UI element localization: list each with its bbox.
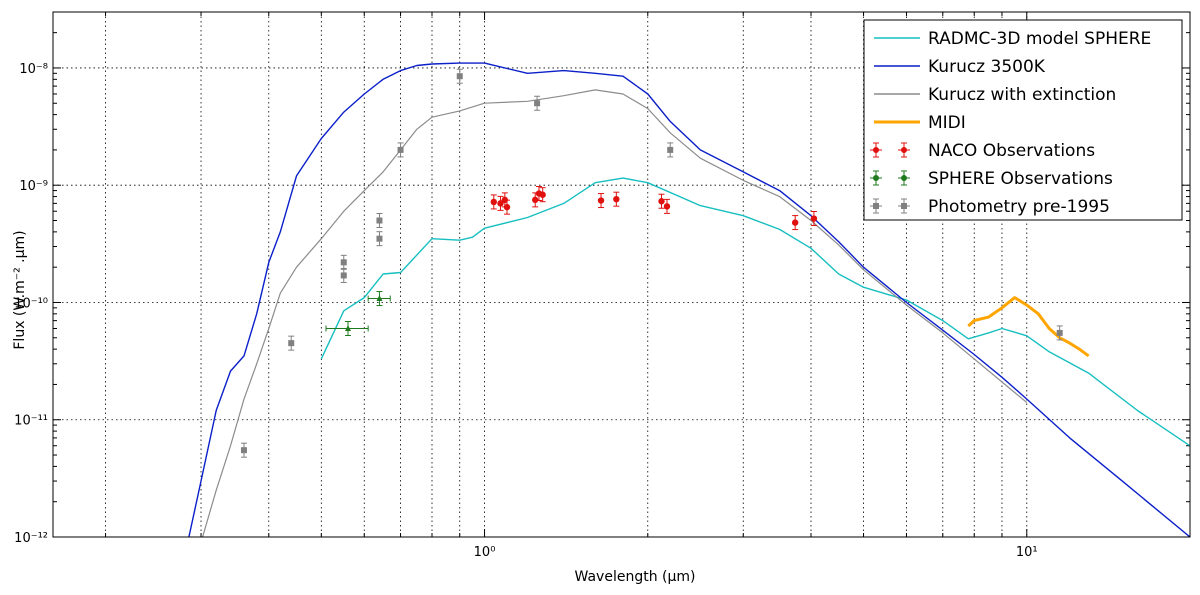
- data-point: [658, 198, 665, 205]
- legend-label: MIDI: [928, 113, 966, 133]
- x-tick-label: 10¹: [1016, 545, 1038, 560]
- series-line: [188, 62, 1190, 537]
- data-point: [376, 217, 383, 224]
- legend-marker: [901, 203, 907, 209]
- data-point: [810, 215, 818, 222]
- series-line: [320, 177, 1190, 447]
- legend-label: Kurucz with extinction: [928, 85, 1116, 105]
- y-axis: 10⁻¹² 10⁻¹¹ 10⁻¹⁰ 10⁻⁹ 10⁻⁸: [14, 62, 48, 546]
- legend-label: NACO Observations: [928, 141, 1095, 161]
- data-point: [340, 259, 347, 266]
- data-point: [240, 447, 247, 454]
- series-6: [240, 68, 1063, 458]
- data-point: [340, 272, 347, 279]
- x-axis-label: Wavelength (μm): [575, 569, 696, 585]
- grid: [53, 12, 1190, 537]
- series-2: [201, 89, 1028, 537]
- series-line: [201, 89, 1028, 537]
- data-point: [503, 203, 511, 211]
- data-point: [497, 200, 504, 207]
- legend-label: RADMC-3D model SPHERE: [928, 29, 1151, 49]
- legend-marker: [873, 175, 879, 181]
- data-point: [376, 295, 383, 302]
- legend-item: RADMC-3D model SPHERE: [874, 29, 1151, 49]
- x-axis: 10⁰ 10¹: [474, 545, 1038, 560]
- y-tick-label: 10⁻¹⁰: [14, 296, 48, 311]
- legend-label: SPHERE Observations: [928, 169, 1113, 189]
- series-4: [490, 185, 818, 231]
- series-layer: [188, 62, 1190, 537]
- legend-label: Photometry pre-1995: [928, 197, 1110, 217]
- legend-marker: [901, 147, 907, 153]
- data-point: [397, 146, 404, 153]
- legend-item: Kurucz with extinction: [874, 85, 1116, 105]
- legend-item: SPHERE Observations: [870, 169, 1113, 189]
- legend-item: Kurucz 3500K: [874, 57, 1046, 77]
- data-point: [791, 219, 799, 226]
- legend-box: [863, 19, 1183, 221]
- data-point: [597, 197, 605, 204]
- y-tick-label: 10⁻⁹: [19, 179, 48, 194]
- data-point: [288, 340, 295, 347]
- data-point: [345, 324, 352, 331]
- legend-item: MIDI: [874, 113, 966, 133]
- series-3: [967, 296, 1090, 358]
- data-point: [534, 100, 541, 107]
- plot-frame: [52, 11, 1191, 538]
- legend-marker: [901, 175, 907, 181]
- y-tick-label: 10⁻⁸: [19, 62, 48, 77]
- data-point: [539, 191, 546, 198]
- data-point: [667, 146, 674, 153]
- legend-marker: [873, 203, 879, 209]
- data-point: [456, 73, 463, 80]
- data-point: [613, 195, 620, 203]
- legend: RADMC-3D model SPHERE Kurucz 3500K Kurucz …: [863, 19, 1183, 221]
- data-point: [663, 203, 671, 210]
- series-5: [325, 291, 391, 336]
- data-point: [490, 198, 497, 206]
- minor-ticks: [53, 12, 1190, 538]
- series-1: [188, 62, 1190, 537]
- data-point: [1056, 329, 1063, 336]
- y-axis-label: Flux (W.m⁻² .μm): [12, 230, 28, 349]
- y-tick-label: 10⁻¹²: [14, 531, 48, 546]
- legend-label: Kurucz 3500K: [928, 57, 1046, 77]
- legend-item: Photometry pre-1995: [870, 197, 1110, 217]
- y-tick-label: 10⁻¹¹: [14, 414, 48, 429]
- legend-item: NACO Observations: [870, 141, 1095, 161]
- data-point: [532, 196, 539, 204]
- series-line: [967, 296, 1090, 358]
- legend-marker: [873, 147, 879, 153]
- series-0: [320, 177, 1190, 447]
- x-tick-label: 10⁰: [474, 545, 496, 560]
- data-point: [376, 235, 383, 242]
